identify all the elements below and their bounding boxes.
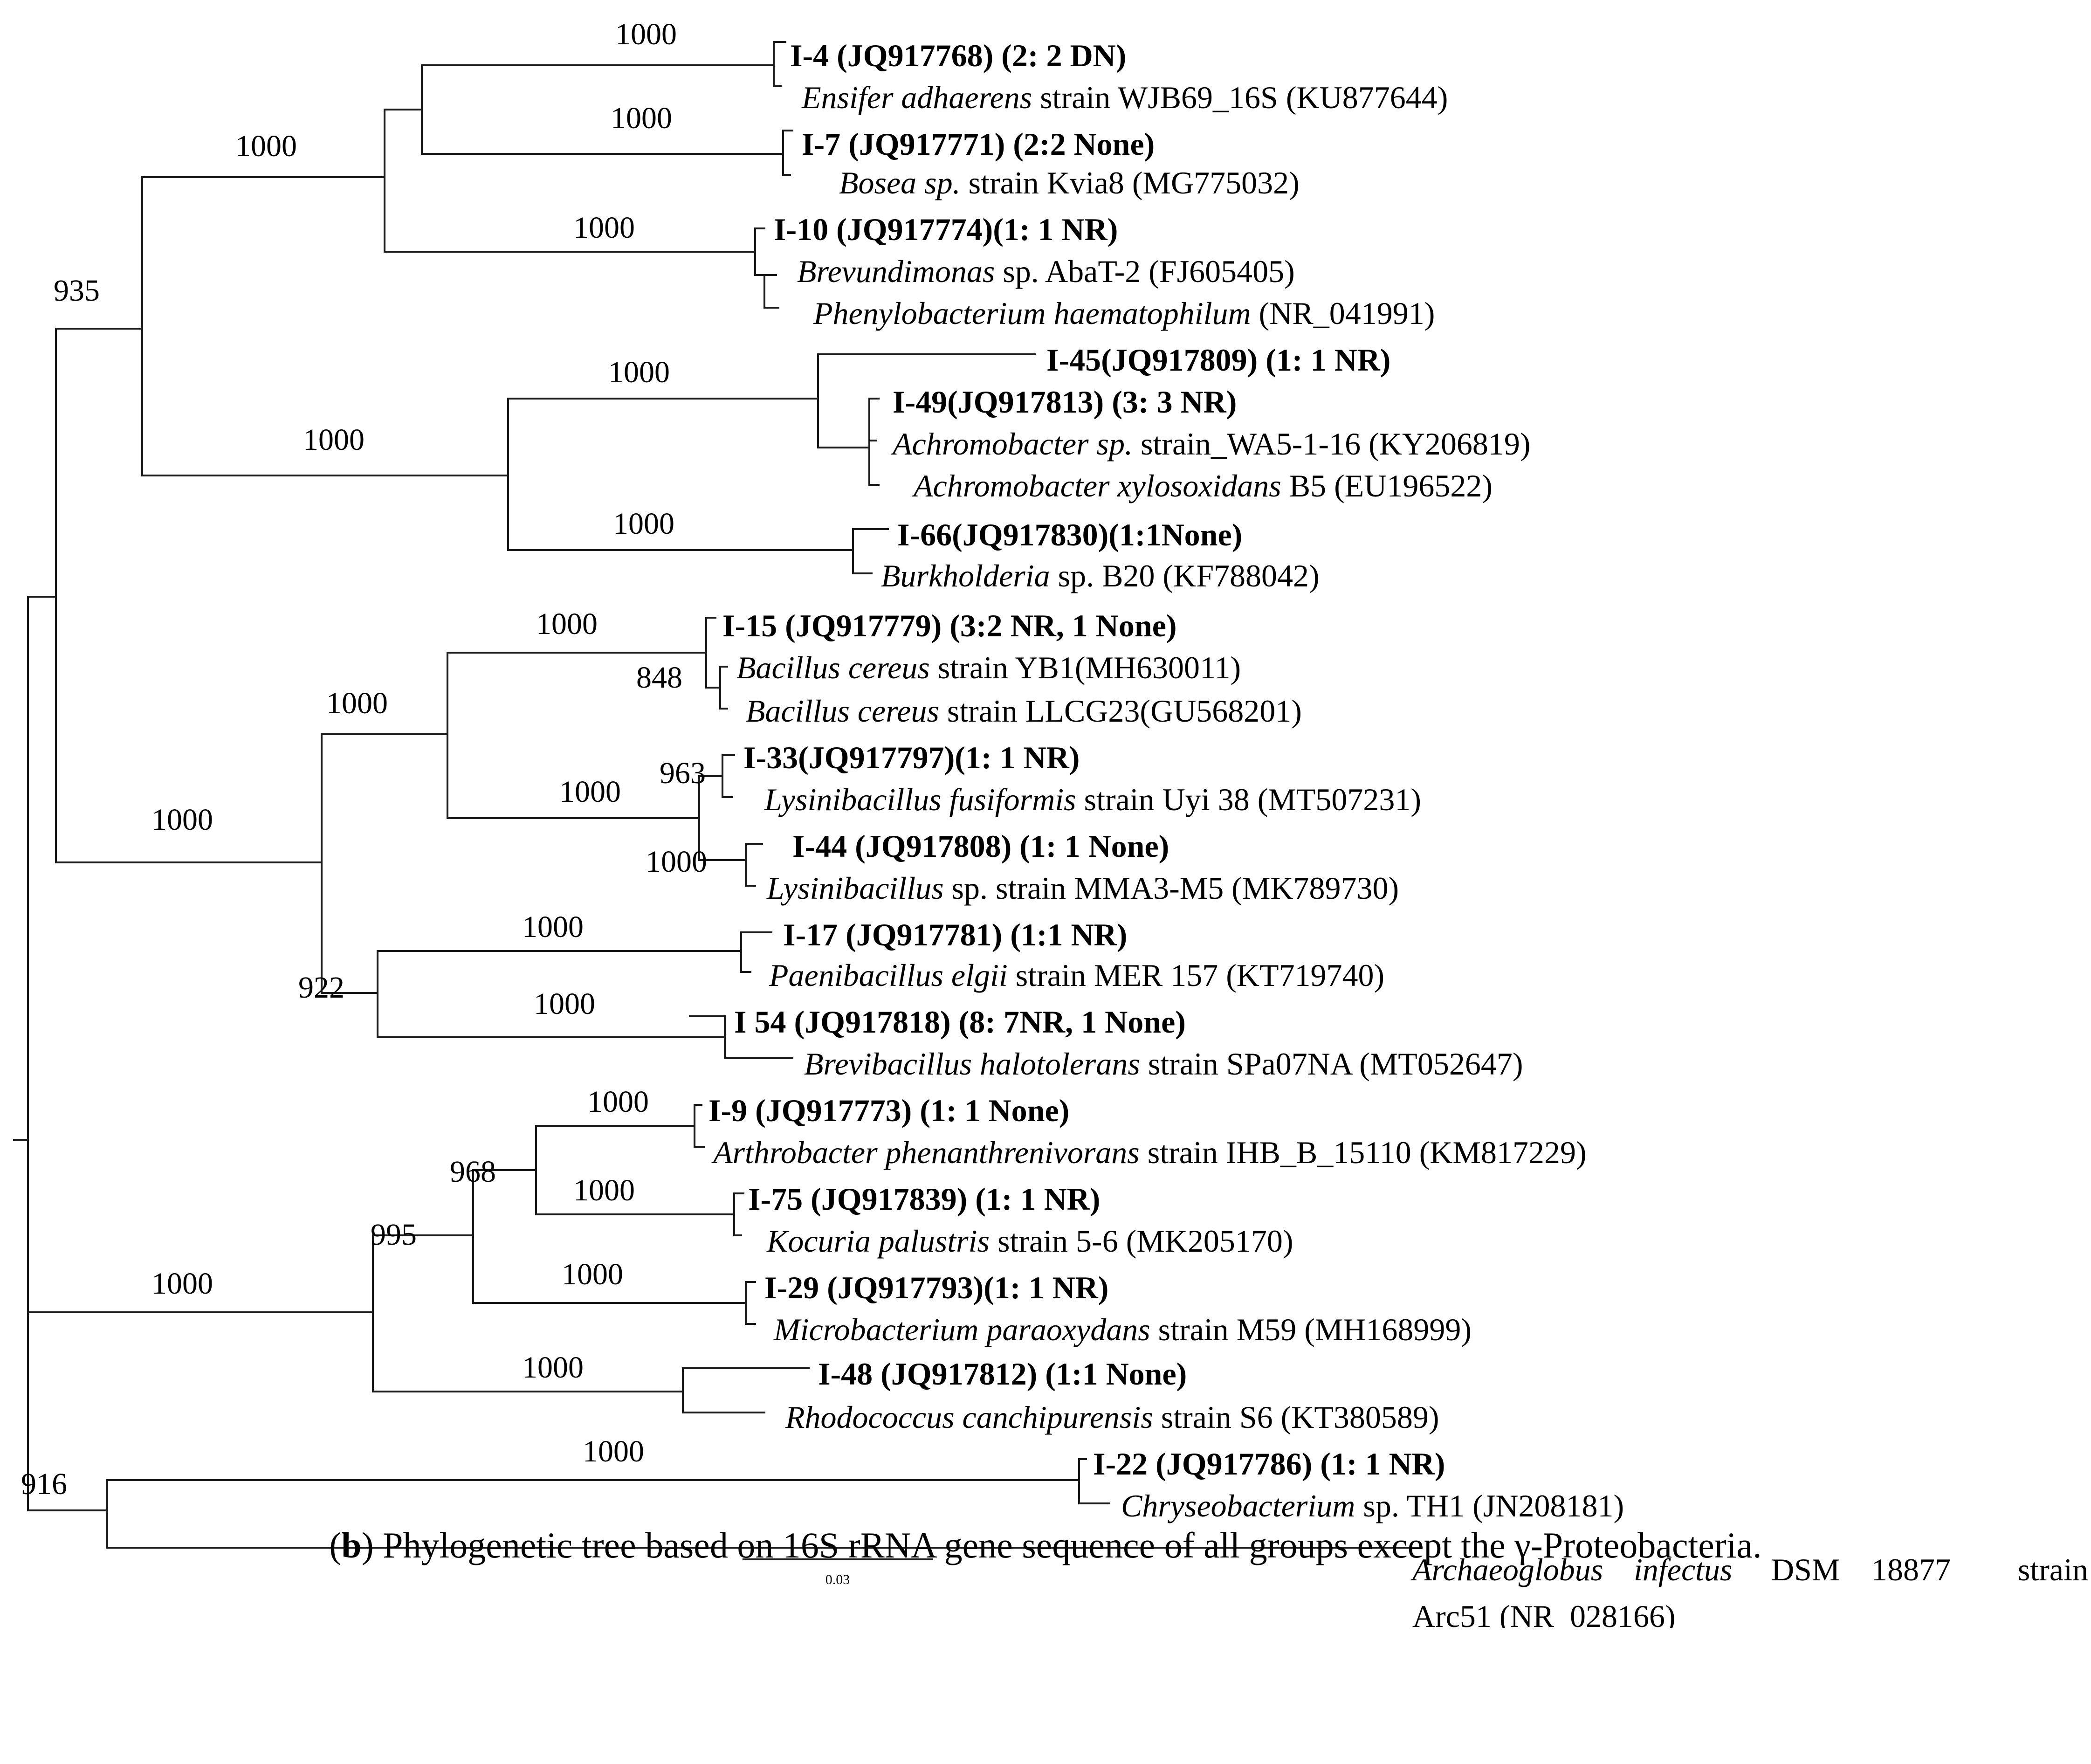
isolate-label: I 54 (JQ917818) (8: 7NR, 1 None) (734, 1004, 1186, 1040)
bootstrap-value: 922 (298, 971, 344, 1005)
reference-label: Brevibacillus halotolerans strain SPa07N… (804, 1046, 1523, 1082)
isolate-label: I-17 (JQ917781) (1:1 NR) (783, 917, 1127, 952)
svg-text:Arc51 (NR_028166): Arc51 (NR_028166) (1412, 1599, 1676, 1634)
bootstrap-value: 1000 (573, 211, 635, 245)
bootstrap-value: 1000 (303, 423, 365, 457)
bootstrap-value: 1000 (613, 507, 674, 541)
caption-panel-letter: b (341, 1525, 362, 1565)
isolate-label: I-22 (JQ917786) (1: 1 NR) (1093, 1446, 1445, 1481)
reference-label: Bacillus cereus strain YB1(MH630011) (736, 650, 1241, 685)
reference-label: Chryseobacterium sp. TH1 (JN208181) (1121, 1488, 1624, 1523)
reference-label: Bacillus cereus strain LLCG23(GU568201) (746, 693, 1302, 729)
svg-text:infectus: infectus (1634, 1552, 1733, 1587)
reference-label: Lysinibacillus fusiformis strain Uyi 38 … (764, 782, 1421, 817)
isolate-label: I-29 (JQ917793)(1: 1 NR) (764, 1270, 1108, 1305)
bootstrap-value: 963 (660, 756, 706, 790)
reference-label: Phenylobacterium haematophilum (NR_04199… (813, 296, 1435, 331)
reference-label: Burkholderia sp. B20 (KF788042) (881, 558, 1320, 593)
isolate-label: I-45(JQ917809) (1: 1 NR) (1046, 342, 1390, 378)
bootstrap-value: 1000 (522, 1351, 584, 1385)
isolate-label: I-9 (JQ917773) (1: 1 None) (708, 1093, 1069, 1128)
isolate-label: I-44 (JQ917808) (1: 1 None) (792, 828, 1169, 864)
reference-label: Microbacterium paraoxydans strain M59 (M… (773, 1312, 1472, 1347)
reference-label: Brevundimonas sp. AbaT-2 (FJ605405) (797, 254, 1295, 289)
isolate-label: I-33(JQ917797)(1: 1 NR) (743, 740, 1080, 775)
svg-text:18877: 18877 (1871, 1552, 1951, 1587)
isolate-label: I-49(JQ917813) (3: 3 NR) (893, 384, 1237, 420)
isolate-label: I-66(JQ917830)(1:1None) (897, 517, 1242, 552)
reference-label: Arthrobacter phenanthrenivorans strain I… (711, 1135, 1587, 1170)
bootstrap-value: 1000 (235, 129, 297, 163)
bootstrap-value: 1000 (534, 987, 595, 1021)
bootstrap-value: 1000 (573, 1173, 635, 1207)
bootstrap-values: 1000 1000 1000 1000 935 1000 1000 1000 1… (21, 17, 707, 1501)
reference-label: Achromobacter sp. strain_WA5-1-16 (KY206… (891, 426, 1531, 462)
bootstrap-value: 935 (54, 274, 100, 308)
bootstrap-value: 1000 (646, 845, 707, 879)
bootstrap-value: 1000 (562, 1257, 623, 1291)
reference-label: Bosea sp. strain Kvia8 (MG775032) (839, 165, 1300, 200)
isolate-label: I-48 (JQ917812) (1:1 None) (818, 1356, 1187, 1392)
bootstrap-value: 995 (371, 1218, 417, 1252)
svg-text:Archaeoglobus: Archaeoglobus (1410, 1552, 1603, 1587)
svg-text:strain: strain (2018, 1552, 2088, 1587)
svg-text:DSM: DSM (1771, 1552, 1840, 1587)
bootstrap-value: 1000 (151, 803, 213, 837)
isolate-label: I-75 (JQ917839) (1: 1 NR) (748, 1181, 1100, 1217)
bootstrap-value: 848 (636, 661, 682, 695)
bootstrap-value: 1000 (611, 101, 672, 135)
bootstrap-value: 1000 (326, 686, 388, 720)
bootstrap-value: 1000 (522, 910, 584, 944)
bootstrap-value: 1000 (536, 607, 598, 641)
bootstrap-value: 1000 (583, 1434, 644, 1468)
caption-text: ) Phylogenetic tree based on 16S rRNA ge… (361, 1525, 1762, 1565)
reference-label: Rhodococcus canchipurensis strain S6 (KT… (785, 1399, 1439, 1435)
scale-bar-label: 0.03 (825, 1572, 850, 1587)
isolate-label: I-7 (JQ917771) (2:2 None) (802, 126, 1155, 162)
reference-label: Ensifer adhaerens strain WJB69_16S (KU87… (801, 80, 1448, 115)
bootstrap-value: 1000 (615, 17, 677, 51)
tree-branches (13, 41, 1423, 1560)
isolate-label: I-4 (JQ917768) (2: 2 DN) (790, 38, 1126, 73)
bootstrap-value: 1000 (151, 1267, 213, 1301)
figure-caption: (b) Phylogenetic tree based on 16S rRNA … (329, 1525, 1762, 1565)
bootstrap-value: 1000 (608, 355, 670, 389)
outgroup-label: Archaeoglobus infectus DSM 18877 strain … (1410, 1552, 2088, 1634)
bootstrap-value: 968 (450, 1155, 496, 1189)
reference-label: Lysinibacillus sp. strain MMA3-M5 (MK789… (766, 870, 1399, 906)
leaf-labels: I-4 (JQ917768) (2: 2 DN) Ensifer adhaere… (708, 38, 2088, 1634)
isolate-label: I-15 (JQ917779) (3:2 NR, 1 None) (722, 608, 1177, 643)
isolate-label: I-10 (JQ917774)(1: 1 NR) (774, 212, 1118, 247)
reference-label: Kocuria palustris strain 5-6 (MK205170) (766, 1223, 1293, 1259)
bootstrap-value: 916 (21, 1467, 67, 1501)
reference-label: Achromobacter xylosoxidans B5 (EU196522) (912, 468, 1493, 503)
bootstrap-value: 1000 (559, 775, 621, 809)
reference-label: Paenibacillus elgii strain MER 157 (KT71… (769, 958, 1384, 993)
bootstrap-value: 1000 (587, 1085, 649, 1119)
